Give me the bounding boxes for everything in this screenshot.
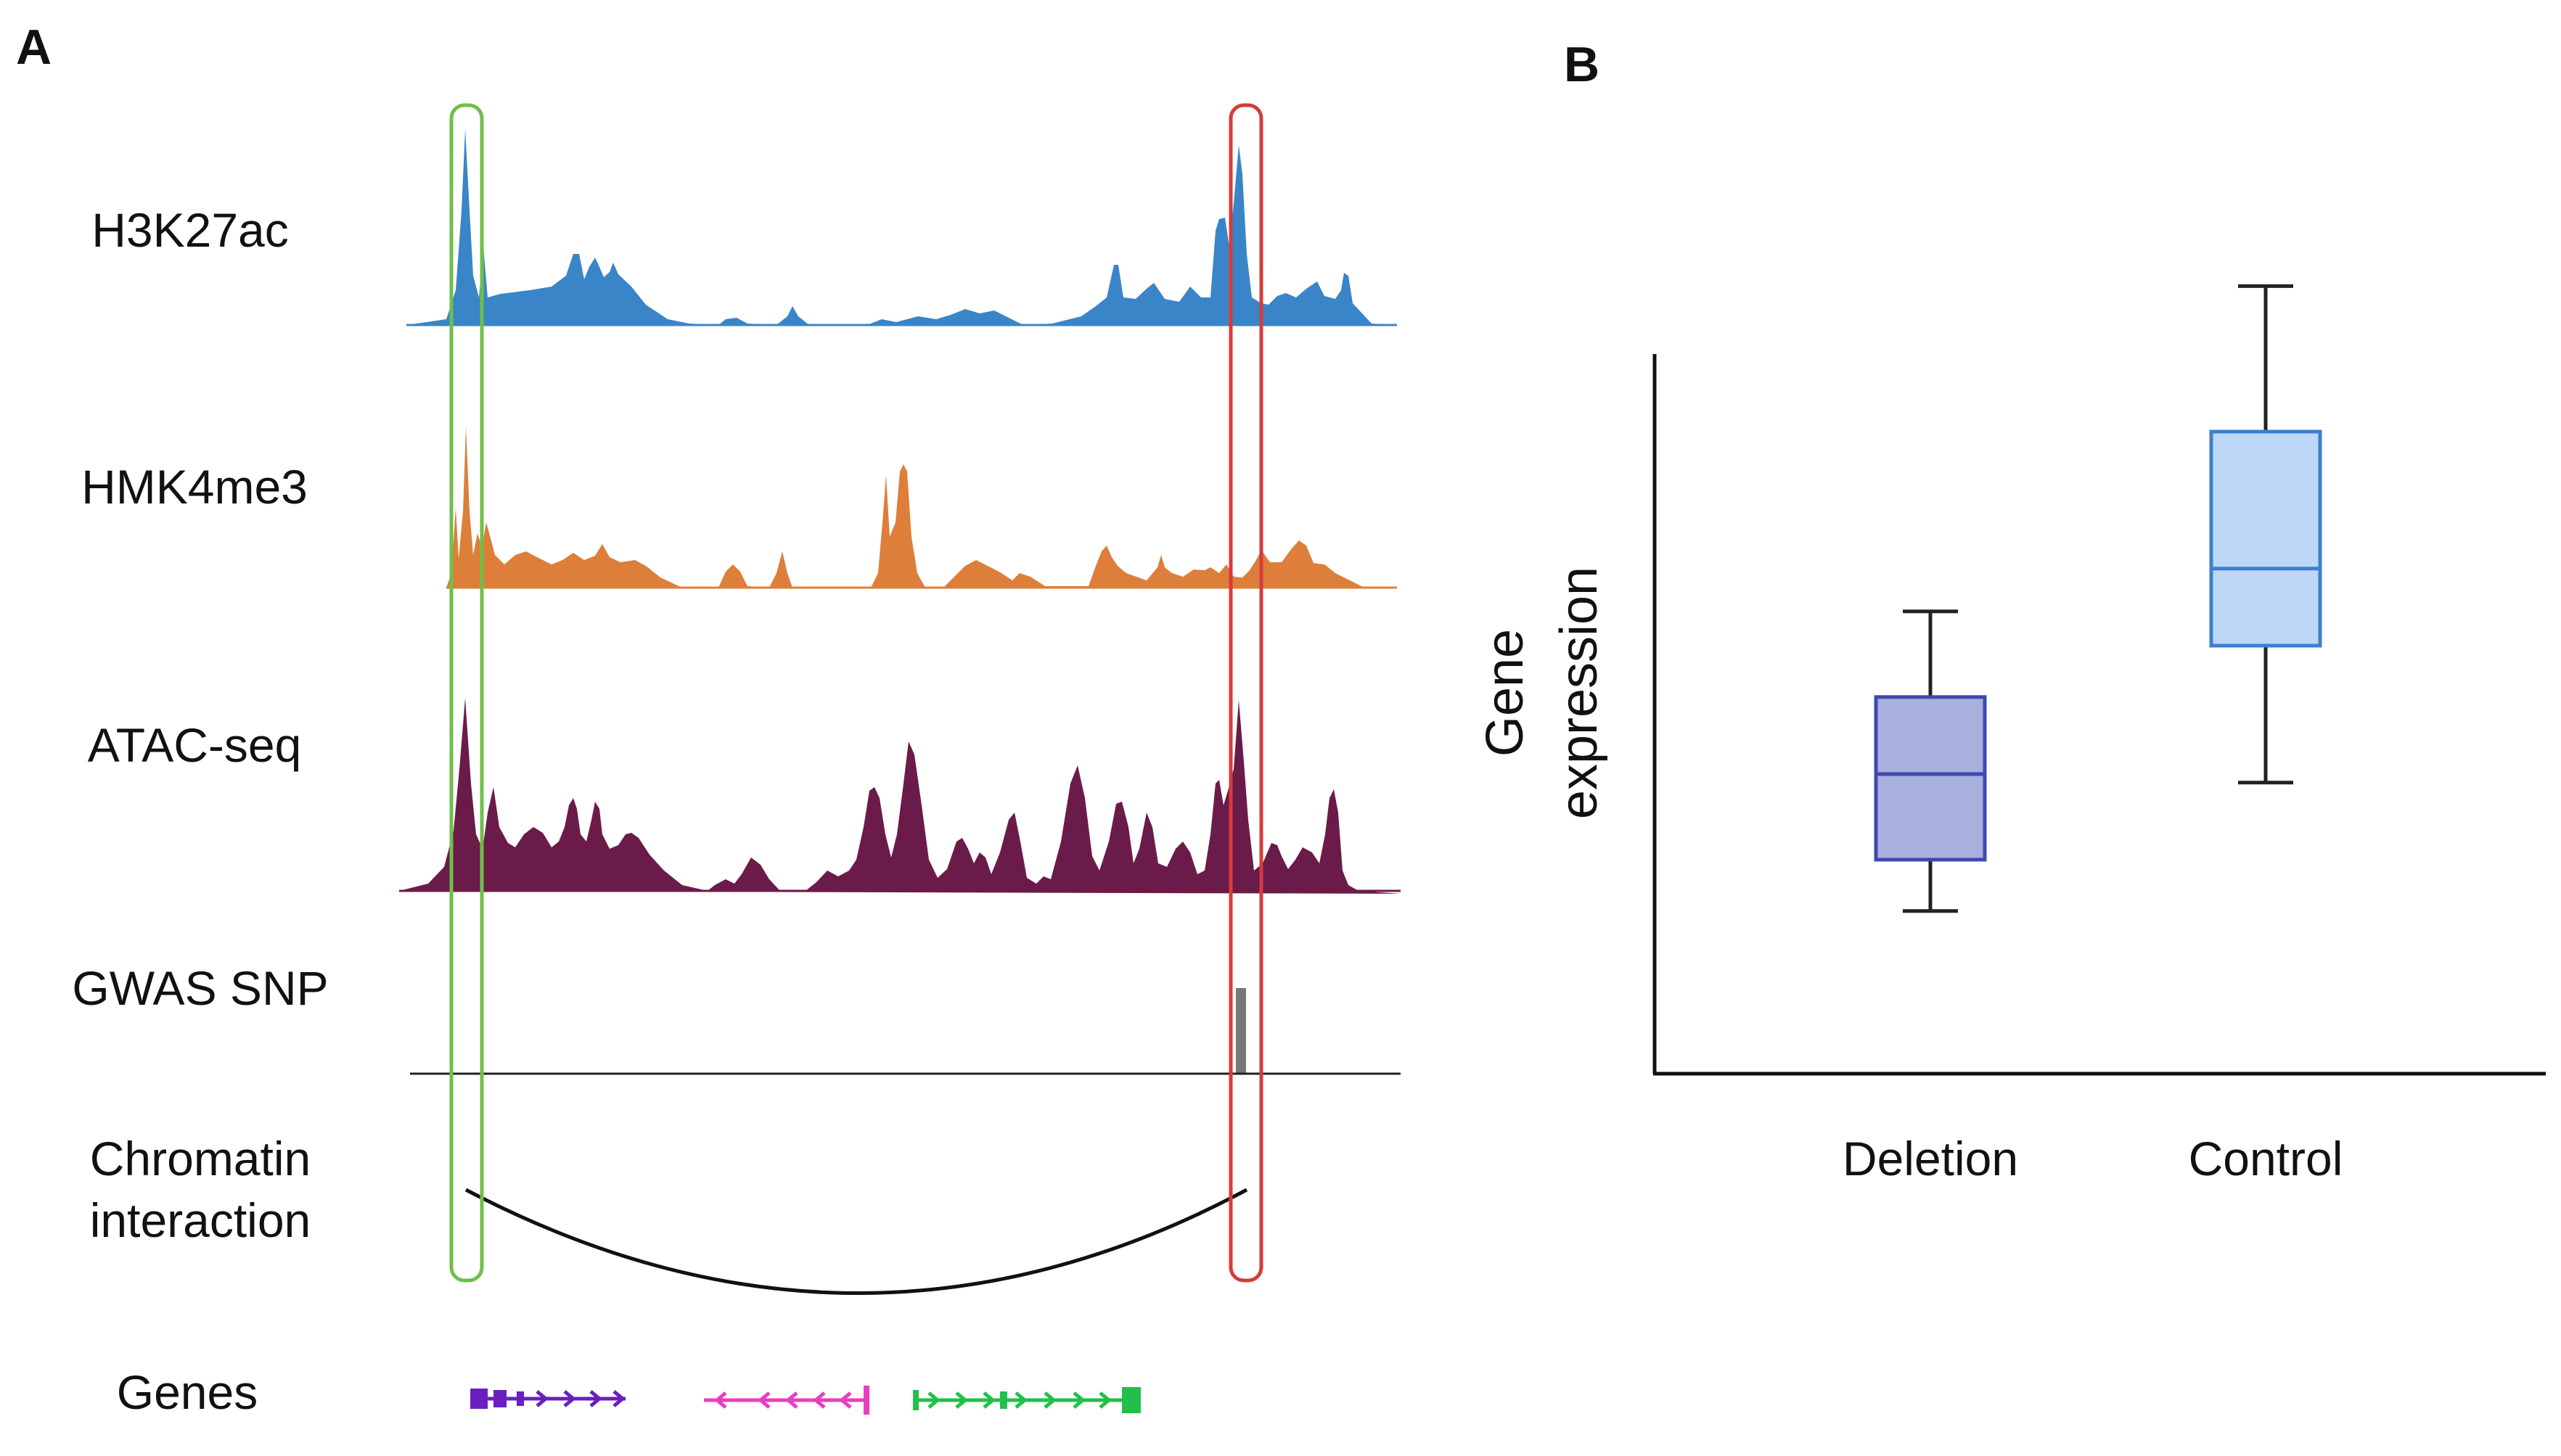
- gene-purple: [470, 1389, 626, 1409]
- gene-pink: [704, 1386, 869, 1415]
- track-label-gwas-snp: GWAS SNP: [72, 961, 328, 1015]
- control-box: [2209, 429, 2322, 648]
- gene-green: [913, 1387, 1141, 1413]
- left-region-highlight: [449, 103, 484, 1283]
- x-tick-label-control: Control: [2189, 1132, 2343, 1185]
- track-label-interaction: interaction: [90, 1193, 311, 1247]
- track-label-atac-seq: ATAC-seq: [88, 718, 302, 772]
- boxplot-group: [1874, 284, 2322, 913]
- y-axis-label-line2: expression: [1550, 567, 1608, 819]
- hmk4me3-signal-track: [446, 427, 1397, 588]
- track-label-genes: Genes: [117, 1365, 258, 1419]
- y-axis-label-line1: Gene: [1476, 629, 1534, 757]
- atac-seq-signal-track: [399, 698, 1401, 894]
- x-tick-label-deletion: Deletion: [1843, 1132, 2018, 1185]
- panel-b-label: B: [1564, 37, 1599, 92]
- right-region-highlight: [1229, 103, 1263, 1283]
- panel-a-label: A: [16, 20, 52, 75]
- deletion-box: [1874, 695, 1987, 862]
- track-label-chromatin: Chromatin: [90, 1132, 311, 1185]
- track-label-hmk4me3: HMK4me3: [81, 460, 308, 514]
- chromatin-interaction-arc: [464, 1188, 1248, 1295]
- track-label-h3k27ac: H3K27ac: [91, 203, 289, 257]
- h3k27ac-signal-track: [406, 129, 1397, 325]
- gwas-snp-bar: [1236, 988, 1246, 1074]
